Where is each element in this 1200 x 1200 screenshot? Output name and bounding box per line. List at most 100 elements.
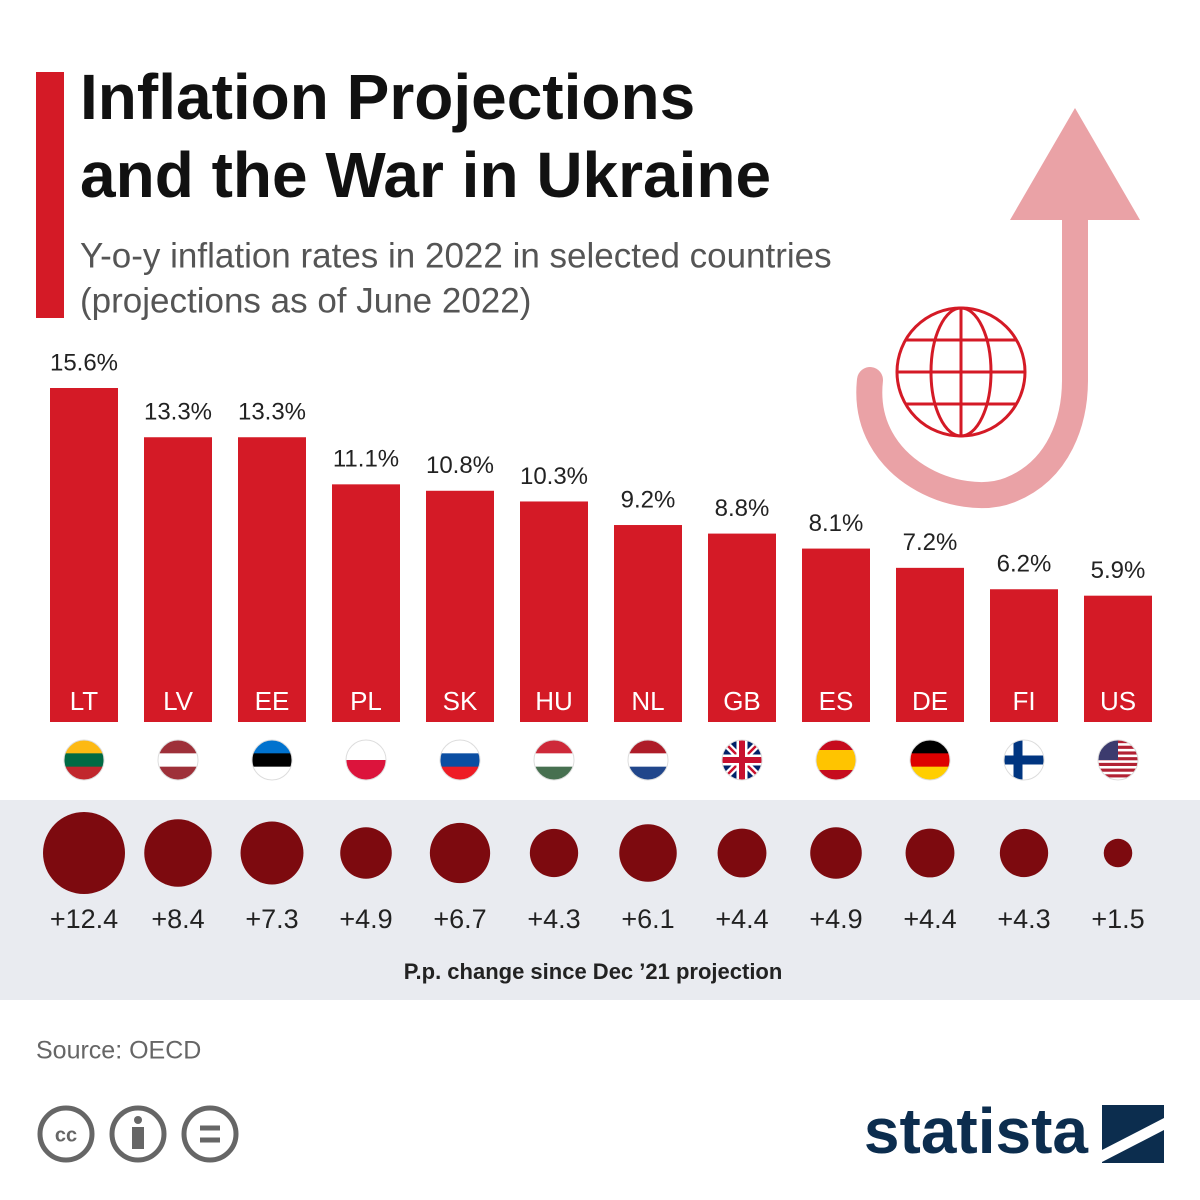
bar xyxy=(426,490,494,722)
flag-stripe xyxy=(1098,762,1138,767)
chart-subtitle: (projections as of June 2022) xyxy=(80,281,531,320)
arrow-decoration xyxy=(856,108,1140,508)
flag-stripe xyxy=(346,760,386,780)
category-label: DE xyxy=(912,686,948,716)
change-bubble xyxy=(905,828,955,878)
flag xyxy=(910,740,950,780)
flag-stripe xyxy=(816,760,856,771)
flag-stripe xyxy=(158,740,198,754)
change-bubble xyxy=(340,827,392,879)
chart-subtitle: Y-o-y inflation rates in 2022 in selecte… xyxy=(80,236,832,275)
flag-border xyxy=(815,739,857,781)
flag-border xyxy=(1003,739,1045,781)
change-axis-label: P.p. change since Dec ’21 projection xyxy=(404,959,783,984)
flag-stripe xyxy=(816,740,856,751)
value-label: 8.8% xyxy=(715,495,770,522)
flag-border xyxy=(251,739,293,781)
flag xyxy=(440,740,480,780)
flag xyxy=(628,740,668,780)
flag xyxy=(158,740,198,780)
flag-border xyxy=(63,739,105,781)
flag-stripe xyxy=(252,753,292,768)
flag-stripe xyxy=(534,740,574,754)
change-label: +12.4 xyxy=(50,904,118,934)
flag-stripe xyxy=(910,753,950,768)
flag-stripe xyxy=(252,740,292,754)
flag-stripe xyxy=(816,770,856,780)
change-label: +4.9 xyxy=(809,904,862,934)
flag-border xyxy=(345,739,387,781)
value-label: 5.9% xyxy=(1091,557,1146,584)
change-bubble xyxy=(999,828,1049,878)
change-label: +4.3 xyxy=(527,904,580,934)
category-label: US xyxy=(1100,686,1136,716)
change-label: +4.3 xyxy=(997,904,1050,934)
flag-border xyxy=(1097,739,1139,781)
change-label: +4.4 xyxy=(715,904,768,934)
bar xyxy=(802,548,870,722)
flag-stripe xyxy=(1098,768,1138,772)
bar xyxy=(896,567,964,722)
category-label: ES xyxy=(819,686,854,716)
change-label: +6.7 xyxy=(433,904,486,934)
value-label: 13.3% xyxy=(238,399,306,426)
change-label: +4.9 xyxy=(339,904,392,934)
flag-stripe xyxy=(440,766,480,780)
bar xyxy=(614,525,682,722)
bar xyxy=(332,484,400,722)
category-label: GB xyxy=(723,686,761,716)
flag xyxy=(252,740,292,780)
bar xyxy=(238,437,306,722)
flag-stripe xyxy=(440,753,480,768)
change-bubble xyxy=(717,828,767,878)
change-bubble xyxy=(529,828,579,878)
brand-logo xyxy=(1102,1105,1164,1163)
category-label: NL xyxy=(631,686,664,716)
chart-title: Inflation Projections xyxy=(80,61,695,133)
flag-border xyxy=(909,739,951,781)
flag-cross xyxy=(1004,740,1044,780)
flag-stripe xyxy=(64,766,104,780)
chart-title: and the War in Ukraine xyxy=(80,139,771,211)
category-label: SK xyxy=(443,686,478,716)
flag-stripe xyxy=(910,766,950,780)
flag xyxy=(722,740,762,780)
flag-border xyxy=(157,739,199,781)
category-label: LT xyxy=(70,686,99,716)
value-label: 15.6% xyxy=(50,349,118,376)
change-bubble xyxy=(810,827,862,879)
value-label: 11.1% xyxy=(333,446,399,473)
flag-border xyxy=(439,739,481,781)
change-bubble xyxy=(429,822,491,884)
category-label: FI xyxy=(1012,686,1035,716)
flag-border xyxy=(533,739,575,781)
category-label: HU xyxy=(535,686,573,716)
flag xyxy=(534,740,574,780)
value-label: 10.8% xyxy=(426,452,494,479)
change-bubble xyxy=(1103,838,1133,868)
value-label: 8.1% xyxy=(809,510,864,537)
bar xyxy=(50,388,118,722)
bar xyxy=(990,589,1058,722)
flag-stripe xyxy=(910,740,950,754)
flag-stripe xyxy=(1098,774,1138,778)
change-label: +8.4 xyxy=(151,904,204,934)
flag-cross xyxy=(722,740,762,780)
value-label: 7.2% xyxy=(903,529,958,556)
flag-stripe xyxy=(816,750,856,761)
value-label: 6.2% xyxy=(997,551,1052,578)
flag-stripe xyxy=(534,753,574,768)
flag-stripe xyxy=(64,753,104,768)
bar xyxy=(144,437,212,722)
change-bubble xyxy=(43,812,125,894)
flag xyxy=(64,740,104,780)
flag xyxy=(816,740,856,780)
flag-stripe xyxy=(346,740,386,761)
flag-stripe xyxy=(534,766,574,780)
value-label: 13.3% xyxy=(144,399,212,426)
bar xyxy=(1084,595,1152,722)
source: Source: OECD xyxy=(36,1037,201,1065)
flag-stripe xyxy=(64,740,104,754)
change-label: +6.1 xyxy=(621,904,674,934)
